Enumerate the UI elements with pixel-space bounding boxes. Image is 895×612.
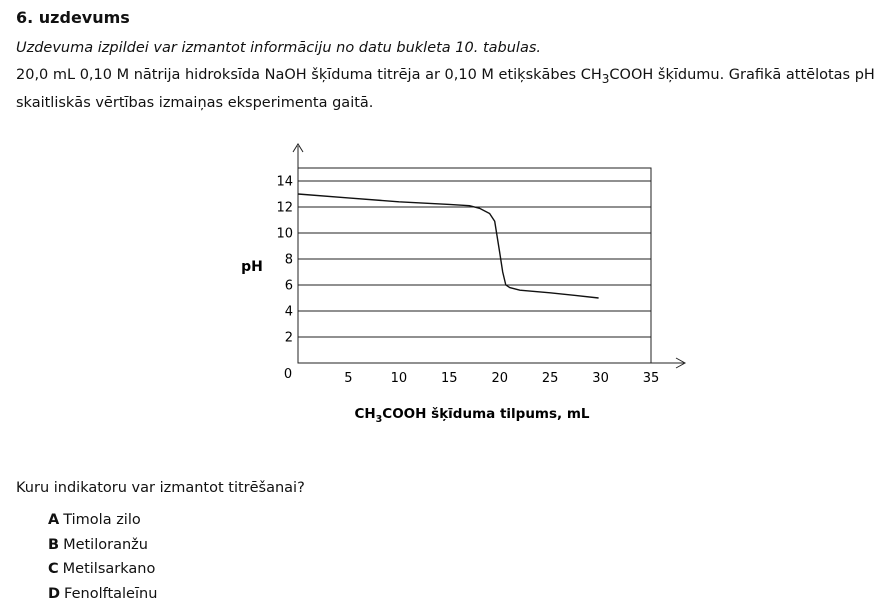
task-text-part1: 20,0 mL 0,10 M nātrija hidroksīda NaOH š… [16, 67, 602, 83]
option-letter: C [48, 561, 59, 577]
option-letter: A [48, 512, 60, 528]
option-c[interactable]: C Metilsarkano [48, 559, 157, 584]
task-title: 6. uzdevums [16, 8, 130, 27]
answer-options: A Timola zilo B Metiloranžu C Metilsarkano … [48, 510, 157, 608]
task-description-line2: skaitliskās vērtības izmaiņas eksperimen… [16, 94, 374, 111]
x-tick-label: 10 [391, 371, 408, 386]
x-tick-label: 30 [592, 371, 609, 386]
x-tick-label: 5 [344, 371, 352, 386]
option-text: Metilsarkano [62, 561, 156, 577]
option-text: Fenolftaleīnu [64, 585, 158, 602]
option-d[interactable]: D Fenolftaleīnu [48, 584, 157, 609]
option-a[interactable]: A Timola zilo [48, 510, 157, 535]
y-tick-label: 8 [285, 253, 293, 268]
option-text: Timola zilo [63, 512, 141, 528]
x-axis-label-pre: CH [354, 406, 375, 422]
y-axis-arrow [292, 143, 304, 153]
x-tick-label: 25 [542, 371, 559, 386]
origin-label: 0 [284, 367, 292, 382]
x-axis-label-post: COOH šķīduma tilpums, mL [382, 406, 590, 422]
x-tick-label: 20 [491, 371, 508, 386]
option-b[interactable]: B Metiloranžu [48, 535, 157, 560]
x-tick-label: 15 [441, 371, 458, 386]
y-tick-label: 14 [276, 175, 293, 190]
titration-curve [297, 193, 599, 299]
y-tick-label: 10 [276, 227, 293, 242]
y-tick-label: 6 [285, 279, 293, 294]
y-axis-label: pH [241, 259, 263, 275]
x-axis-arrow [675, 357, 687, 369]
task-instruction: Uzdevuma izpildei var izmantot informāci… [16, 40, 542, 56]
option-letter: B [48, 536, 60, 553]
y-tick-label: 12 [276, 201, 293, 216]
task-description: 20,0 mL 0,10 M nātrija hidroksīda NaOH š… [16, 63, 886, 115]
task-text-part2: COOH šķīdumu. Grafikā attēlotas pH [609, 67, 875, 83]
x-axis-label-sub: 3 [376, 414, 383, 425]
y-tick-labels: 2 4 6 8 10 12 14 [276, 175, 293, 346]
y-tick-label: 4 [285, 305, 293, 320]
gridlines [298, 180, 651, 338]
task-description-line1: 20,0 mL 0,10 M nātrija hidroksīda NaOH š… [16, 63, 886, 91]
x-tick-label: 35 [643, 371, 660, 386]
plot-frame [297, 167, 652, 364]
x-tick-labels: 5 10 15 20 25 30 35 [344, 371, 659, 386]
x-axis-label: CH3COOH šķīduma tilpums, mL [354, 406, 589, 425]
task-text-subscript: 3 [601, 71, 610, 86]
option-text: Metiloranžu [63, 536, 148, 553]
y-tick-label: 2 [285, 331, 293, 346]
question-text: Kuru indikatoru var izmantot titrēšanai? [16, 480, 305, 496]
option-letter: D [48, 585, 61, 602]
